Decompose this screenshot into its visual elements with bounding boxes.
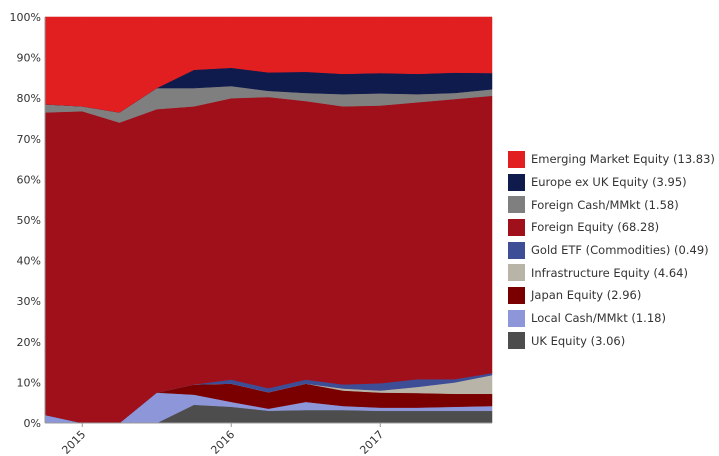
y-tick-label: 50% (17, 214, 41, 227)
legend-item: Emerging Market Equity (13.83) (508, 148, 715, 171)
y-tick-label: 40% (17, 255, 41, 268)
legend-swatch (508, 264, 525, 282)
legend-label: Emerging Market Equity (13.83) (531, 152, 715, 167)
legend-item: UK Equity (3.06) (508, 330, 715, 353)
legend-label: UK Equity (3.06) (531, 333, 626, 348)
chart-legend: Emerging Market Equity (13.83) Europe ex … (508, 148, 715, 352)
legend-label: Foreign Cash/MMkt (1.58) (531, 197, 679, 212)
y-tick-label: 0% (24, 417, 41, 430)
legend-item: Local Cash/MMkt (1.18) (508, 307, 715, 330)
x-axis-tick-labels: 2015 2016 2017 (59, 423, 386, 456)
legend-item: Foreign Equity (68.28) (508, 216, 715, 239)
series-areas (44, 16, 493, 424)
legend-swatch (508, 173, 525, 191)
legend-swatch (508, 286, 525, 304)
y-tick-label: 20% (17, 336, 41, 349)
area-series-5 (44, 95, 493, 424)
y-tick-label: 80% (17, 92, 41, 105)
axes (44, 17, 492, 424)
legend-item: Foreign Cash/MMkt (1.58) (508, 193, 715, 216)
legend-item: Europe ex UK Equity (3.95) (508, 171, 715, 194)
legend-item: Japan Equity (2.96) (508, 284, 715, 307)
y-tick-label: 30% (17, 295, 41, 308)
y-tick-label: 90% (17, 52, 41, 65)
y-tick-label: 10% (17, 376, 41, 389)
y-tick-label: 100% (10, 11, 41, 24)
legend-label: Local Cash/MMkt (1.18) (531, 311, 666, 326)
legend-swatch (508, 150, 525, 168)
y-tick-label: 60% (17, 173, 41, 186)
y-axis-tick-labels: 0% 10% 20% 30% 40% 50% 60% 70% 80% 90% 100% (10, 11, 41, 430)
legend-swatch (508, 332, 525, 350)
y-tick-label: 70% (17, 133, 41, 146)
legend-swatch (508, 309, 525, 327)
legend-swatch (508, 196, 525, 214)
legend-item: Gold ETF (Commodities) (0.49) (508, 239, 715, 262)
legend-swatch (508, 218, 525, 236)
x-tick-label: 2015 (59, 428, 88, 456)
legend-swatch (508, 241, 525, 259)
legend-item: Infrastructure Equity (4.64) (508, 261, 715, 284)
legend-label: Infrastructure Equity (4.64) (531, 265, 688, 280)
x-tick-label: 2017 (357, 428, 386, 456)
x-tick-label: 2016 (208, 428, 237, 456)
legend-label: Foreign Equity (68.28) (531, 220, 660, 235)
legend-label: Japan Equity (2.96) (531, 288, 642, 303)
area-series-8 (44, 16, 493, 113)
legend-label: Europe ex UK Equity (3.95) (531, 175, 687, 190)
legend-label: Gold ETF (Commodities) (0.49) (531, 243, 709, 258)
